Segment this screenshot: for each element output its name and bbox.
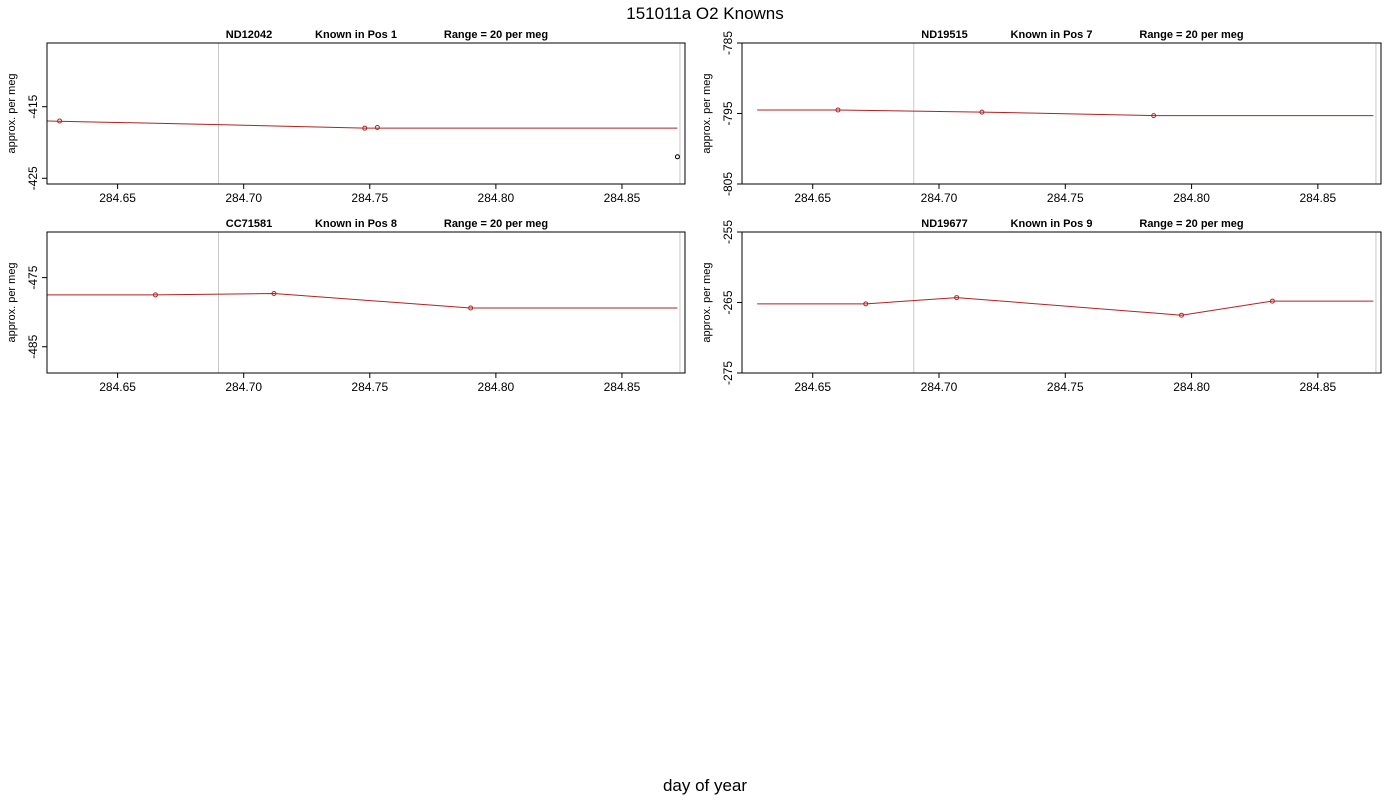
data-point — [835, 107, 841, 113]
panel-nd12042: ND12042 Known in Pos 1 Range = 20 per meg 2… — [6, 29, 686, 205]
fit-line — [47, 293, 678, 309]
fit-line — [757, 109, 1374, 117]
data-point — [362, 125, 368, 131]
x-tick-label: 284.70 — [225, 380, 262, 394]
x-tick-label: 284.65 — [99, 191, 136, 205]
panel-header-position: Known in Pos 8 — [315, 218, 397, 230]
panel-header-position: Known in Pos 7 — [1011, 29, 1093, 41]
panel-cc71581: CC71581 Known in Pos 8 Range = 20 per meg 2… — [6, 218, 686, 394]
data-point — [271, 291, 277, 297]
plot-frame — [46, 42, 686, 185]
data-point — [979, 109, 985, 115]
x-axis-label: day of year — [663, 776, 747, 795]
x-tick-label: 284.85 — [1300, 380, 1337, 394]
y-tick-label: -805 — [721, 172, 735, 196]
x-tick-label: 284.65 — [794, 380, 831, 394]
plot-frame — [46, 231, 686, 374]
x-tick-label: 284.70 — [921, 191, 958, 205]
x-tick-label: 284.85 — [1300, 191, 1337, 205]
data-point — [863, 301, 869, 307]
panel-header-range: Range = 20 per meg — [444, 29, 548, 41]
x-tick-label: 284.80 — [478, 380, 515, 394]
x-tick-label: 284.80 — [478, 191, 515, 205]
y-axis-label: approx. per meg — [701, 73, 713, 153]
data-point — [468, 305, 474, 311]
data-point — [1269, 298, 1275, 304]
fit-line — [46, 120, 678, 129]
data-point — [57, 118, 63, 124]
fit-line — [757, 297, 1374, 316]
y-tick-label: -265 — [721, 290, 735, 314]
panel-header-id: ND19515 — [921, 29, 967, 41]
x-tick-label: 284.75 — [351, 380, 388, 394]
panel-header-range: Range = 20 per meg — [444, 218, 548, 230]
x-tick-label: 284.70 — [225, 191, 262, 205]
x-tick-label: 284.75 — [1047, 380, 1084, 394]
data-point — [674, 154, 680, 160]
data-point — [1178, 312, 1184, 318]
panel-header-position: Known in Pos 1 — [315, 29, 397, 41]
panel-header-id: ND12042 — [226, 29, 272, 41]
y-tick-label: -415 — [26, 94, 40, 118]
y-tick-label: -485 — [26, 334, 40, 358]
panel-nd19677: ND19677 Known in Pos 9 Range = 20 per meg 2… — [701, 218, 1382, 394]
y-tick-label: -275 — [721, 361, 735, 385]
panel-header-range: Range = 20 per meg — [1139, 218, 1243, 230]
panel-nd19515: ND19515 Known in Pos 7 Range = 20 per meg 2… — [701, 29, 1382, 205]
panel-header-id: CC71581 — [226, 218, 272, 230]
y-tick-label: -795 — [721, 101, 735, 125]
panel-header-range: Range = 20 per meg — [1139, 29, 1243, 41]
x-tick-label: 284.80 — [1173, 191, 1210, 205]
panels: ND12042 Known in Pos 1 Range = 20 per meg 2… — [6, 29, 1382, 394]
y-tick-label: -255 — [721, 220, 735, 244]
x-tick-label: 284.80 — [1173, 380, 1210, 394]
x-tick-label: 284.85 — [604, 191, 641, 205]
panel-header-id: ND19677 — [921, 218, 967, 230]
x-tick-label: 284.70 — [921, 380, 958, 394]
y-tick-label: -785 — [721, 31, 735, 55]
x-tick-label: 284.75 — [1047, 191, 1084, 205]
figure-title: 151011a O2 Knowns — [626, 4, 784, 23]
x-tick-label: 284.75 — [351, 191, 388, 205]
x-tick-label: 284.65 — [99, 380, 136, 394]
x-tick-label: 284.65 — [794, 191, 831, 205]
y-axis-label: approx. per meg — [701, 262, 713, 342]
data-point — [954, 295, 960, 301]
x-tick-label: 284.85 — [604, 380, 641, 394]
data-point — [152, 292, 158, 298]
data-point — [1151, 113, 1157, 119]
y-tick-label: -425 — [26, 166, 40, 190]
y-tick-label: -475 — [26, 265, 40, 289]
y-axis-label: approx. per meg — [6, 262, 18, 342]
panel-header-position: Known in Pos 9 — [1011, 218, 1093, 230]
plot-frame — [741, 231, 1382, 374]
data-point — [374, 124, 380, 130]
y-axis-label: approx. per meg — [6, 73, 18, 153]
